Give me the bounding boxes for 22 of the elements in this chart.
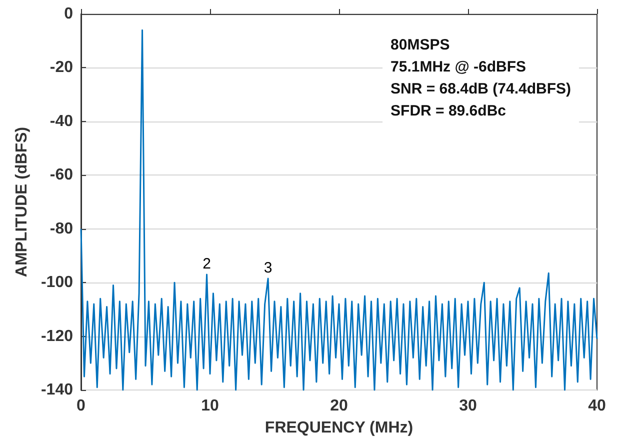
- y-tick-label: -100: [40, 274, 74, 292]
- y-tick-label: -140: [40, 382, 74, 398]
- annotation: 2: [202, 256, 211, 273]
- y-tick-label: -60: [50, 166, 74, 184]
- y-tick-label: -20: [50, 59, 74, 76]
- annotation: 75.1MHz @ -6dBFS: [390, 58, 526, 76]
- x-tick-label: 0: [76, 398, 86, 414]
- y-tick-label: 0: [64, 6, 74, 22]
- x-tick-label: 40: [588, 398, 606, 414]
- y-tick-label: -40: [50, 112, 74, 130]
- annotation: 80MSPS: [390, 36, 450, 54]
- x-tick-label: 10: [201, 398, 219, 414]
- x-axis-title: FREQUENCY (MHz): [264, 420, 414, 436]
- x-tick-label: 20: [330, 398, 348, 414]
- y-tick-label: -120: [40, 328, 74, 345]
- line-series: [80, 29, 598, 391]
- y-tick-label: -80: [50, 220, 74, 238]
- annotation: SFDR = 89.6dBc: [390, 102, 506, 120]
- annotation: SNR = 68.4dB (74.4dBFS): [390, 80, 572, 98]
- annotation: 3: [264, 260, 272, 277]
- x-tick-label: 30: [459, 398, 477, 414]
- y-axis-title: AMPLITUDE (dBFS): [14, 126, 31, 278]
